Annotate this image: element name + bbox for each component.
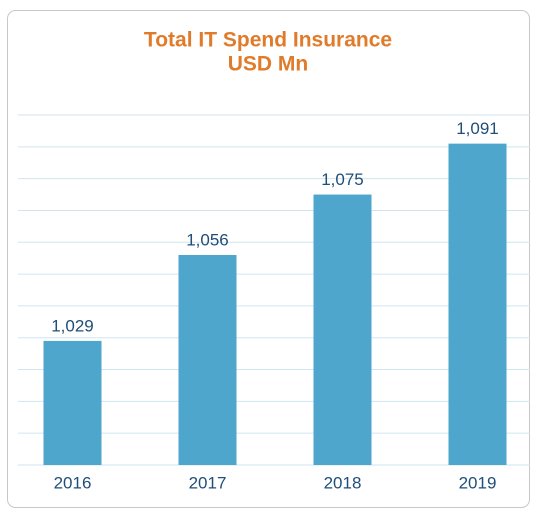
chart-title: Total IT Spend Insurance (144, 29, 392, 52)
value-label: 1,075 (321, 170, 364, 189)
x-tick-label: 2016 (54, 473, 92, 492)
value-label: 1,091 (456, 119, 499, 138)
bar (178, 255, 237, 465)
bar (313, 194, 372, 465)
value-label: 1,056 (186, 230, 229, 249)
bar (448, 143, 507, 466)
bar (43, 340, 102, 465)
x-tick-label: 2018 (324, 473, 362, 492)
chart-frame (7, 10, 530, 508)
value-label: 1,029 (51, 316, 94, 335)
x-tick-label: 2019 (459, 473, 497, 492)
chart-subtitle: USD Mn (228, 53, 309, 76)
x-tick-label: 2017 (189, 473, 227, 492)
